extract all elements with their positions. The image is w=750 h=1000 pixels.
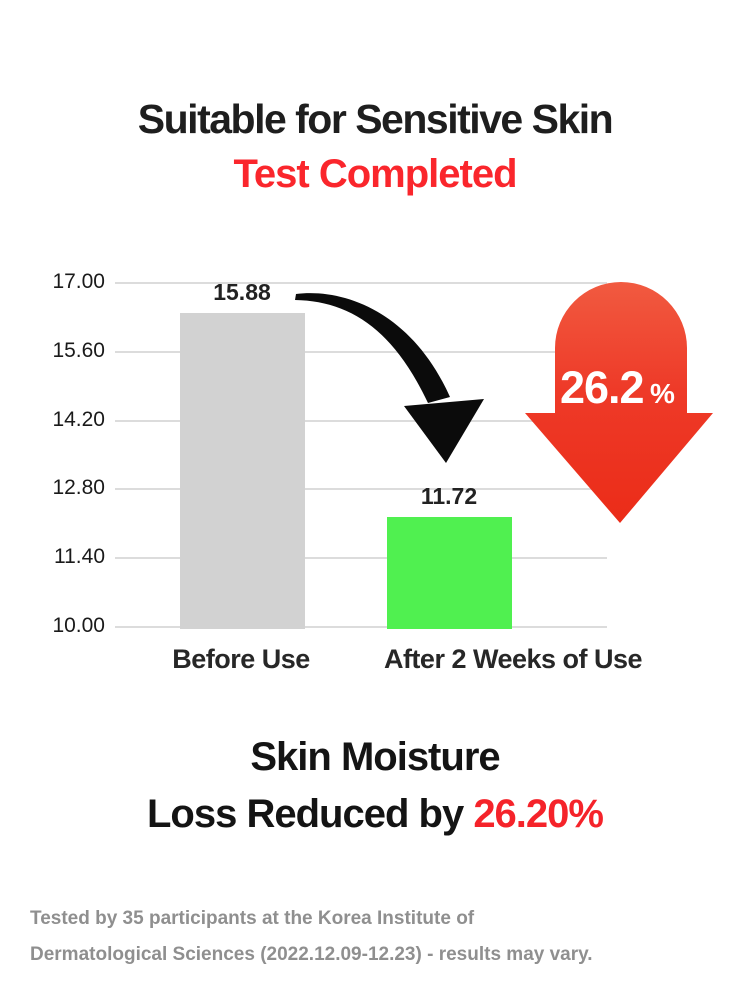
gridline	[115, 419, 607, 422]
y-axis-tick-label: 10.00	[52, 614, 105, 637]
y-axis-tick-label: 12.80	[52, 476, 105, 500]
footnote-line-2: Dermatological Sciences (2022.12.09-12.2…	[30, 944, 593, 965]
reduction-arrow-icon: 26.2 %	[525, 282, 713, 523]
summary-text: Skin Moisture Loss Reduced by 26.20%	[0, 729, 750, 843]
y-axis-tick-label: 14.20	[52, 407, 105, 431]
y-axis-tick-label: 11.40	[54, 545, 105, 569]
test-completed-label: Test Completed	[233, 152, 517, 196]
footnote: Tested by 35 participants at the Korea I…	[30, 901, 720, 973]
gridline	[115, 488, 607, 491]
page-title: Suitable for Sensitive Skin	[137, 96, 614, 142]
footnote-line-1: Tested by 35 participants at the Korea I…	[30, 908, 475, 929]
bar-after-use	[386, 517, 512, 629]
gridline	[115, 626, 607, 628]
x-axis-label: Before Use	[172, 644, 310, 674]
x-axis-label: After 2 Weeks of Use	[383, 644, 643, 674]
reduction-percentage: 26.2 %	[560, 362, 675, 413]
reduction-highlight: 26.20%	[473, 792, 604, 836]
bar-value-label: 15.88	[213, 279, 271, 306]
summary-line-1: Skin Moisture	[250, 735, 500, 779]
gridline	[115, 557, 607, 560]
summary-line-2: Loss Reduced by 26.20%	[147, 792, 604, 836]
y-axis-tick-label: 17.00	[52, 270, 105, 293]
bar-value-label: 11.72	[420, 483, 478, 510]
gridline	[115, 282, 607, 284]
bar-before-use	[179, 313, 305, 629]
decrease-curve-arrow-icon	[295, 293, 484, 463]
y-axis-tick-label: 15.60	[52, 338, 105, 362]
